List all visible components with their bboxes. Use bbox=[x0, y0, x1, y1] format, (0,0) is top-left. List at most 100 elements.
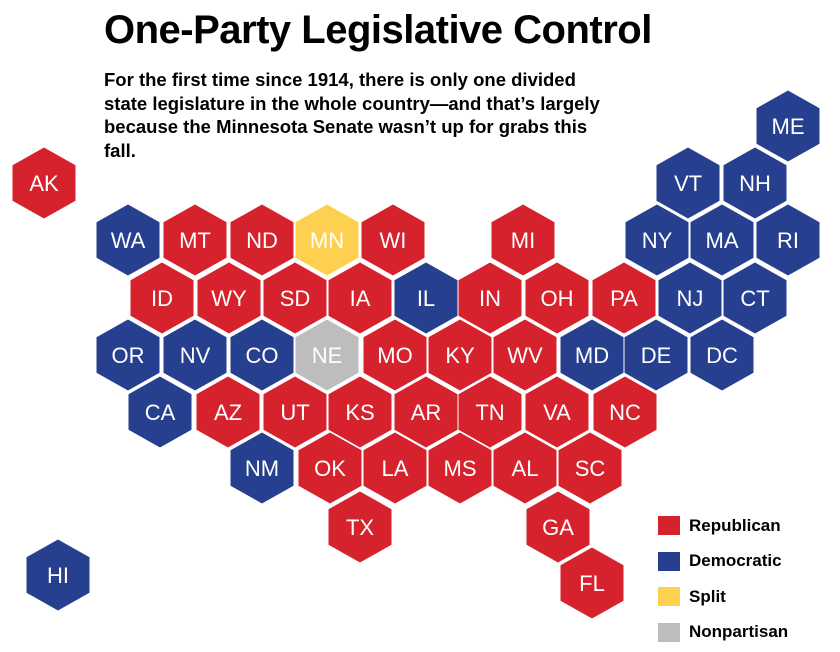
state-hex-wv: WV bbox=[493, 319, 557, 391]
legend: Republican Democratic Split Nonpartisan bbox=[658, 508, 788, 650]
state-label: HI bbox=[47, 563, 69, 588]
legend-item-split: Split bbox=[658, 579, 788, 615]
hex-shape bbox=[756, 204, 820, 276]
hex-shape bbox=[328, 491, 392, 563]
hex-shape bbox=[263, 262, 327, 334]
hex-shape bbox=[96, 319, 160, 391]
hex-shape bbox=[428, 432, 492, 504]
hex-shape bbox=[394, 376, 458, 448]
page-title: One-Party Legislative Control bbox=[104, 8, 652, 52]
hex-shape bbox=[560, 547, 624, 619]
state-label: DE bbox=[641, 343, 672, 368]
state-label: IA bbox=[350, 286, 371, 311]
state-label: NV bbox=[180, 343, 211, 368]
legend-swatch bbox=[658, 587, 680, 607]
state-hex-il: IL bbox=[394, 262, 458, 334]
hex-shape bbox=[558, 432, 622, 504]
state-hex-ri: RI bbox=[756, 204, 820, 276]
hex-shape bbox=[658, 262, 722, 334]
state-hex-md: MD bbox=[560, 319, 624, 391]
state-hex-mn: MN bbox=[295, 204, 359, 276]
state-hex-la: LA bbox=[363, 432, 427, 504]
state-hex-ak: AK bbox=[12, 147, 76, 219]
state-hex-ca: CA bbox=[128, 376, 192, 448]
state-hex-mt: MT bbox=[163, 204, 227, 276]
state-label: NH bbox=[739, 171, 771, 196]
hex-shape bbox=[361, 204, 425, 276]
hex-shape bbox=[592, 262, 656, 334]
legend-item-democratic: Democratic bbox=[658, 544, 788, 580]
state-label: AK bbox=[29, 171, 59, 196]
hex-shape bbox=[723, 262, 787, 334]
legend-label: Split bbox=[689, 586, 726, 606]
hex-shape bbox=[491, 204, 555, 276]
state-label: KY bbox=[445, 343, 475, 368]
state-hex-nh: NH bbox=[723, 147, 787, 219]
legend-swatch bbox=[658, 516, 680, 536]
state-hex-vt: VT bbox=[656, 147, 720, 219]
hex-shape bbox=[363, 319, 427, 391]
state-hex-ut: UT bbox=[263, 376, 327, 448]
hex-shape bbox=[363, 432, 427, 504]
legend-swatch bbox=[658, 622, 680, 642]
hex-shape bbox=[458, 376, 522, 448]
state-hex-mi: MI bbox=[491, 204, 555, 276]
state-label: PA bbox=[610, 286, 638, 311]
state-label: MN bbox=[310, 228, 344, 253]
state-hex-ky: KY bbox=[428, 319, 492, 391]
hex-shape bbox=[130, 262, 194, 334]
state-hex-in: IN bbox=[458, 262, 522, 334]
hex-shape bbox=[163, 204, 227, 276]
legend-item-republican: Republican bbox=[658, 508, 788, 544]
legend-label: Democratic bbox=[689, 551, 782, 571]
hex-shape bbox=[263, 376, 327, 448]
hex-shape bbox=[295, 319, 359, 391]
state-label: MI bbox=[511, 228, 535, 253]
state-label: ID bbox=[151, 286, 173, 311]
state-hex-or: OR bbox=[96, 319, 160, 391]
state-hex-tx: TX bbox=[328, 491, 392, 563]
state-hex-co: CO bbox=[230, 319, 294, 391]
hex-shape bbox=[656, 147, 720, 219]
hex-shape bbox=[428, 319, 492, 391]
state-hex-al: AL bbox=[493, 432, 557, 504]
hex-shape bbox=[525, 262, 589, 334]
state-label: CO bbox=[246, 343, 279, 368]
state-label: KS bbox=[345, 400, 374, 425]
state-label: OK bbox=[314, 456, 346, 481]
hex-shape bbox=[493, 319, 557, 391]
state-label: ND bbox=[246, 228, 278, 253]
hex-shape bbox=[328, 262, 392, 334]
hex-shape bbox=[723, 147, 787, 219]
state-hex-ne: NE bbox=[295, 319, 359, 391]
state-label: CT bbox=[740, 286, 769, 311]
state-hex-nm: NM bbox=[230, 432, 294, 504]
state-hex-va: VA bbox=[525, 376, 589, 448]
state-hex-dc: DC bbox=[690, 319, 754, 391]
state-label: IN bbox=[479, 286, 501, 311]
state-hex-oh: OH bbox=[525, 262, 589, 334]
state-hex-sc: SC bbox=[558, 432, 622, 504]
state-hex-ms: MS bbox=[428, 432, 492, 504]
hex-shape bbox=[230, 204, 294, 276]
subtitle: For the first time since 1914, there is … bbox=[104, 69, 600, 161]
hex-shape bbox=[163, 319, 227, 391]
state-hex-wi: WI bbox=[361, 204, 425, 276]
legend-item-nonpartisan: Nonpartisan bbox=[658, 615, 788, 651]
hex-shape bbox=[96, 204, 160, 276]
hex-shape bbox=[690, 204, 754, 276]
hex-shape bbox=[690, 319, 754, 391]
state-hex-mo: MO bbox=[363, 319, 427, 391]
state-hex-az: AZ bbox=[196, 376, 260, 448]
hex-shape bbox=[493, 432, 557, 504]
hex-shape bbox=[12, 147, 76, 219]
state-label: SD bbox=[280, 286, 311, 311]
hex-shape bbox=[458, 262, 522, 334]
state-hex-me: ME bbox=[756, 90, 820, 162]
state-label: WY bbox=[211, 286, 247, 311]
state-label: MT bbox=[179, 228, 211, 253]
state-label: AZ bbox=[214, 400, 242, 425]
state-hex-id: ID bbox=[130, 262, 194, 334]
